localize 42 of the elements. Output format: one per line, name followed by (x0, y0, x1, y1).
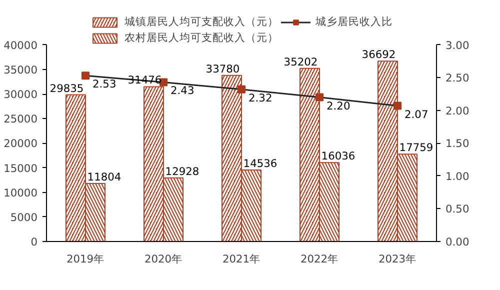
data-label: 12928 (165, 164, 200, 178)
legend-label: 城乡居民收入比 (316, 15, 392, 29)
y-tick-label: 25000 (4, 112, 38, 126)
y2-tick-label: 2.00 (446, 104, 470, 118)
data-label: 17759 (399, 141, 434, 154)
y-tick-label: 10000 (4, 186, 38, 200)
y-tick-label: 5000 (10, 210, 38, 224)
x-tick-label: 2020年 (144, 252, 183, 266)
y-tick-label: 15000 (4, 162, 38, 175)
y-tick-label: 20000 (4, 137, 38, 150)
x-tick-label: 2019年 (66, 252, 105, 266)
data-label: 2.32 (248, 91, 272, 104)
data-label: 2.43 (170, 84, 194, 98)
point (316, 93, 324, 102)
y2-tick-label: 0.00 (446, 236, 470, 248)
data-label: 29835 (50, 82, 84, 95)
y-tick-label: 30000 (4, 88, 38, 101)
point (238, 85, 246, 94)
legend-label: 城镇居民人均可支配收入（元） (124, 15, 278, 29)
data-label: 2.53 (92, 78, 116, 91)
point (82, 72, 90, 80)
data-label: 2.07 (404, 108, 428, 121)
y2-tick-label: 1.00 (446, 170, 470, 183)
data-label: 2.20 (326, 99, 350, 112)
data-label: 11804 (87, 170, 122, 184)
x-tick-label: 2021年 (222, 252, 261, 266)
x-tick-label: 2023年 (378, 252, 417, 266)
y-tick-label: 35000 (4, 63, 38, 76)
data-label: 35202 (284, 55, 318, 68)
y-tick-label: 0 (30, 236, 38, 248)
x-tick-label: 2022年 (300, 252, 339, 266)
y2-tick-label: 2.50 (446, 72, 470, 85)
data-label: 36692 (362, 48, 396, 62)
data-label: 16036 (321, 150, 356, 163)
point (394, 102, 402, 110)
data-label: 14536 (243, 157, 278, 170)
legend-label: 农村居民人均可支配收入（元） (124, 31, 278, 45)
y2-tick-label: 3.00 (446, 38, 470, 52)
data-label: 33780 (206, 62, 240, 76)
y2-tick-label: 1.50 (446, 137, 470, 150)
y-tick-label: 40000 (4, 38, 38, 52)
y2-tick-label: 0.50 (446, 202, 470, 216)
